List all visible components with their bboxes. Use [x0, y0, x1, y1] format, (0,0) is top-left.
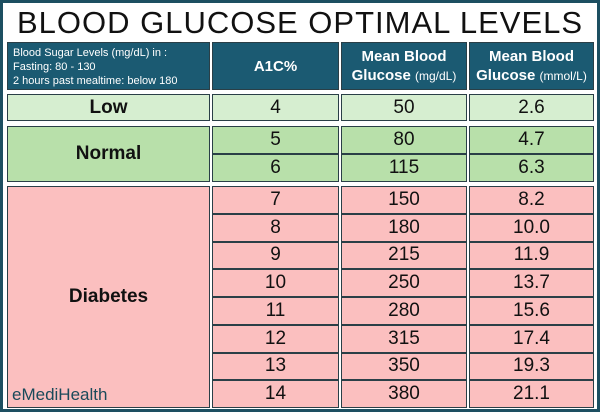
value-cell: 2.6	[469, 94, 594, 121]
value-cell: 8.2	[469, 186, 594, 214]
logo: eMediHealth	[12, 385, 108, 404]
value-cell: 4	[212, 94, 339, 121]
value-cell: 80	[341, 126, 467, 154]
value-cell: 180	[341, 213, 467, 242]
value-cell: 8	[212, 213, 339, 242]
value-cell: 280	[341, 297, 467, 325]
title: BLOOD GLUCOSE OPTIMAL LEVELS	[16, 5, 584, 40]
value-cell: 17.4	[469, 324, 594, 353]
value-cell: 5	[212, 126, 339, 154]
column-unit: (mmol/L)	[539, 68, 587, 83]
group-label: Low	[7, 94, 210, 121]
column-main: A1C%	[253, 57, 298, 75]
value-cell: 50	[341, 94, 467, 121]
group-label: Normal	[7, 126, 210, 182]
value-cell: 115	[341, 154, 467, 182]
value-cell: 19.3	[469, 352, 594, 381]
column-main: Mean Blood Glucose	[351, 47, 447, 84]
value-cell: 4.7	[469, 126, 594, 154]
value-cell: 315	[341, 324, 467, 353]
info-line: 2 hours past mealtime: below 180	[13, 75, 178, 87]
value-cell: 12	[212, 324, 339, 353]
value-cell: 11.9	[469, 241, 594, 270]
value-cell: 6	[212, 154, 339, 182]
value-cell: 10.0	[469, 213, 594, 242]
column-main: Mean Blood Glucose	[476, 47, 574, 84]
value-cell: 21.1	[469, 380, 594, 408]
column-header: A1C%	[212, 42, 339, 90]
column-header: Mean Blood Glucose (mg/dL)	[341, 42, 467, 90]
header-info: Blood Sugar Levels (mg/dL) in : Fasting: …	[7, 42, 210, 90]
value-cell: 13	[212, 352, 339, 381]
column-title: A1C%	[254, 57, 297, 76]
value-cell: 150	[341, 186, 467, 214]
column-unit: (mg/dL)	[415, 68, 457, 83]
value-cell: 250	[341, 269, 467, 297]
value-cell: 15.6	[469, 297, 594, 325]
group-label: Diabetes	[7, 186, 210, 408]
value-cell: 7	[212, 186, 339, 214]
value-cell: 14	[212, 380, 339, 408]
column-title: Mean Blood Glucose (mmol/L)	[470, 47, 593, 86]
value-cell: 9	[212, 241, 339, 270]
value-cell: 10	[212, 269, 339, 297]
value-cell: 11	[212, 297, 339, 325]
value-cell: 350	[341, 352, 467, 381]
column-title: Mean Blood Glucose (mg/dL)	[342, 47, 466, 86]
info-line: Blood Sugar Levels (mg/dL) in :	[13, 47, 168, 59]
value-cell: 380	[341, 380, 467, 408]
info-line: Fasting: 80 - 130	[13, 61, 96, 73]
value-cell: 13.7	[469, 269, 594, 297]
value-cell: 6.3	[469, 154, 594, 182]
column-header: Mean Blood Glucose (mmol/L)	[469, 42, 594, 90]
value-cell: 215	[341, 241, 467, 270]
